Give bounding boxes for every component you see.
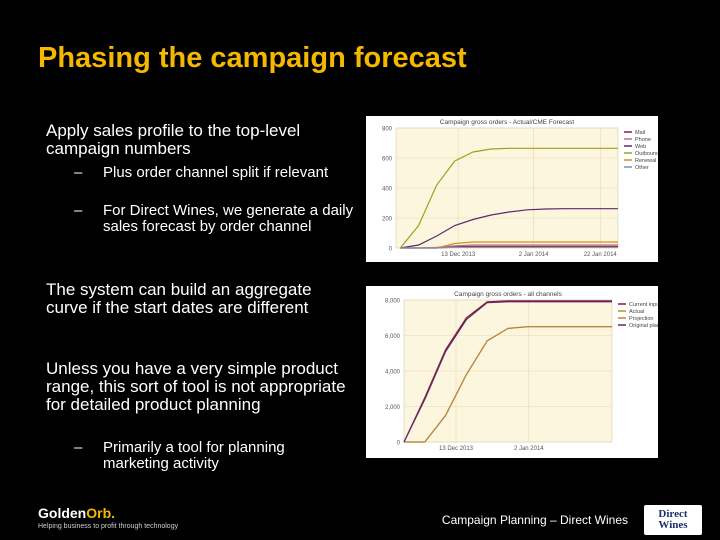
series-line [400, 244, 618, 249]
y-tick-label: 8,000 [385, 299, 401, 305]
direct-wines-logo: Direct Wines [644, 505, 702, 535]
chart-title: Campaign gross orders - Actual/CME Forec… [440, 119, 575, 126]
y-tick-label: 200 [382, 217, 393, 223]
dash-marker: – [74, 202, 83, 219]
y-tick-label: 400 [382, 187, 393, 193]
series-line [400, 246, 618, 249]
slide-title: Phasing the campaign forecast [38, 42, 467, 74]
dash-marker: – [74, 164, 83, 181]
bullet-2: The system can build an aggregate curve … [46, 280, 312, 317]
y-tick-label: 0 [397, 441, 401, 447]
footer-text: Campaign Planning – Direct Wines [441, 513, 628, 527]
x-tick-label: 2 Jan 2014 [519, 252, 549, 258]
bullet-1: Apply sales profile to the top-level cam… [46, 121, 301, 158]
y-tick-label: 0 [389, 247, 393, 253]
sub-bullet-text: Plus order channel split if relevant [103, 164, 329, 181]
x-tick-label: 22 Jan 2014 [584, 252, 618, 258]
chart-channels: Campaign gross orders - Actual/CME Forec… [366, 116, 658, 262]
y-tick-label: 4,000 [385, 370, 401, 376]
x-tick-label: 2 Jan 2014 [514, 446, 544, 452]
chart-title: Campaign gross orders - all channels [454, 291, 562, 298]
sub-bullet-text: Primarily a tool for planning marketing … [103, 439, 285, 472]
dw-logo-line2: Wines [658, 519, 688, 531]
sub-bullet-3a: – Primarily a tool for planning marketin… [74, 440, 334, 472]
sub-bullet-1a: – Plus order channel split if relevant [74, 165, 354, 181]
dash-marker: – [74, 439, 83, 456]
legend-label: Original plan [629, 323, 658, 329]
logo-name-b: Orb. [86, 505, 116, 521]
y-tick-label: 600 [382, 157, 393, 163]
legend-label: Actual [629, 309, 644, 315]
goldenorb-logo: GoldenOrb. Helping business to profit th… [38, 505, 178, 530]
logo-tagline: Helping business to profit through techn… [38, 523, 179, 530]
y-tick-label: 2,000 [385, 405, 401, 411]
sub-bullet-1b: – For Direct Wines, we generate a daily … [74, 203, 356, 235]
series-line [399, 147, 618, 249]
series-line [404, 325, 612, 443]
legend-label: Phone [635, 137, 651, 143]
legend-label: Renewal [635, 158, 656, 164]
series-line [400, 208, 618, 249]
chart-all-channels-svg: Campaign gross orders - all channels 0 2,0… [366, 286, 658, 458]
y-tick-label: 800 [382, 127, 393, 133]
legend-label: Other [635, 165, 649, 171]
series-line [403, 301, 612, 443]
bullet-3: Unless you have a very simple product ra… [46, 359, 346, 414]
x-tick-label: 13 Dec 2013 [439, 446, 474, 452]
chart-channels-svg: Campaign gross orders - Actual/CME Forec… [366, 116, 658, 262]
legend-label: Web [635, 144, 646, 150]
dw-logo-line1: Direct [658, 508, 688, 520]
x-tick-label: 13 Dec 2013 [441, 252, 476, 258]
logo-name-a: Golden [38, 505, 87, 521]
legend-label: Mail [635, 130, 645, 136]
series-line [403, 300, 612, 443]
legend-label: Outbound [635, 151, 658, 157]
legend-label: Projection [629, 316, 653, 322]
sub-bullet-text: For Direct Wines, we generate a daily sa… [103, 202, 354, 235]
chart-all-channels: Campaign gross orders - all channels 0 2,0… [366, 286, 658, 458]
y-tick-label: 6,000 [385, 334, 401, 340]
legend-label: Current inputs [629, 302, 658, 308]
